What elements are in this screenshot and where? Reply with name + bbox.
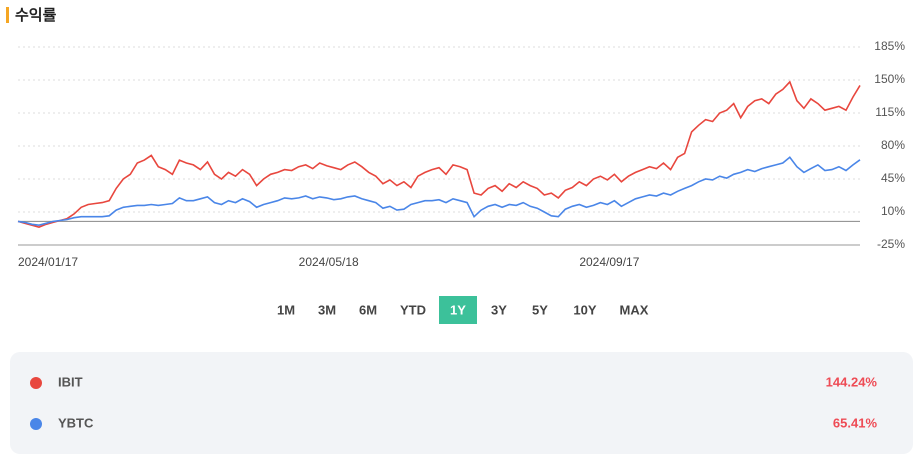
range-button-bg[interactable] <box>439 296 477 324</box>
range-button[interactable]: 1Y <box>450 302 466 317</box>
series-line <box>17 156 861 227</box>
range-button[interactable]: YTD <box>400 302 426 317</box>
y-tick-label: 45% <box>881 171 905 185</box>
y-tick-label: 150% <box>874 72 905 86</box>
legend-name: YBTC <box>58 415 94 430</box>
y-tick-label: 185% <box>874 39 905 53</box>
legend-panel <box>10 352 913 454</box>
range-button[interactable]: 5Y <box>532 302 548 317</box>
range-button[interactable]: 10Y <box>573 302 596 317</box>
x-tick-label: 2024/05/18 <box>299 255 359 269</box>
y-tick-label: 115% <box>875 105 905 119</box>
legend-dot <box>30 377 42 389</box>
range-button[interactable]: MAX <box>620 302 649 317</box>
legend-dot <box>30 418 42 430</box>
chart-title: 수익률 <box>15 6 57 24</box>
y-tick-label: -25% <box>877 237 905 251</box>
range-button[interactable]: 1M <box>277 302 295 317</box>
y-tick-label: 10% <box>881 204 905 218</box>
legend-name: IBIT <box>58 374 83 389</box>
title-accent <box>6 7 9 23</box>
x-tick-label: 2024/09/17 <box>579 255 639 269</box>
range-button[interactable]: 3Y <box>491 302 507 317</box>
legend-return: 144.24% <box>826 374 878 389</box>
range-button[interactable]: 3M <box>318 302 336 317</box>
y-tick-label: 80% <box>881 138 905 152</box>
range-button[interactable]: 6M <box>359 302 377 317</box>
x-tick-label: 2024/01/17 <box>18 255 78 269</box>
series-line <box>17 80 861 228</box>
legend-return: 65.41% <box>833 415 878 430</box>
